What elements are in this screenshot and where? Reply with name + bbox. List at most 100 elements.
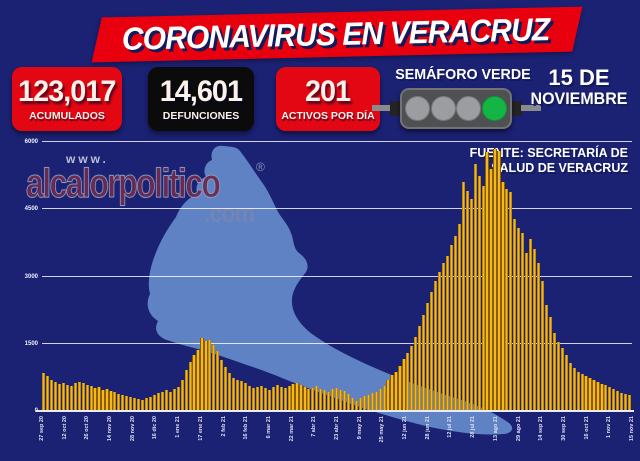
bar [584, 376, 588, 411]
bar [497, 150, 501, 411]
stat-value-activos: 201 [305, 74, 351, 108]
bar [251, 388, 256, 411]
bar [57, 383, 62, 411]
x-tick-label: 2 feb 21 [220, 416, 227, 437]
registered-trademark-icon: ® [256, 160, 265, 174]
x-tick-label: 28 jun 21 [424, 416, 431, 440]
watermark-com: .com [204, 198, 255, 228]
bar [331, 389, 335, 411]
traffic-light-stub-right [511, 101, 522, 116]
bar [354, 400, 358, 411]
bar [564, 354, 568, 411]
bar [315, 386, 319, 411]
bar [42, 372, 46, 411]
bar [172, 389, 176, 411]
bar [338, 389, 343, 411]
x-tick-label: 15 nov 21 [629, 416, 635, 442]
bar [588, 378, 592, 411]
bar [382, 385, 386, 411]
bar [378, 389, 382, 411]
bar [133, 398, 137, 411]
bar [152, 395, 157, 411]
report-date-day: 15 DE [548, 65, 610, 90]
bar [346, 393, 351, 411]
x-tick-label: 1 ene 21 [175, 416, 182, 438]
bar [596, 381, 600, 411]
bar [53, 382, 58, 411]
bar [529, 239, 533, 411]
bar [533, 249, 537, 411]
bar [49, 379, 54, 411]
x-tick-label: 22 mar 21 [288, 416, 295, 442]
bar [291, 383, 295, 411]
bar [540, 280, 545, 411]
watermark-name: alcalorpolitico [26, 160, 222, 207]
bar [449, 245, 454, 411]
bar [81, 383, 85, 411]
x-tick-label: 16 oct 21 [583, 416, 590, 440]
y-tick-label: 3000 [24, 273, 38, 280]
bar [263, 388, 267, 411]
bar [73, 383, 77, 411]
bar [283, 388, 287, 411]
bar [576, 372, 580, 411]
bar [200, 337, 204, 411]
bar [406, 352, 410, 411]
bar [144, 398, 149, 411]
bar [101, 389, 105, 411]
watermark-logo: www. alcalorpolitico ® .com [24, 150, 304, 230]
x-tick-label: 12 oct 20 [61, 416, 68, 440]
bar [295, 382, 299, 411]
traffic-light-bulb-green [481, 96, 507, 121]
bar [311, 387, 315, 411]
chart-plot [42, 141, 632, 411]
bar [65, 385, 69, 411]
bar [176, 386, 180, 411]
bar [437, 272, 442, 411]
bar [267, 389, 271, 411]
bar [319, 388, 323, 411]
bar [69, 386, 73, 411]
bar [572, 368, 576, 411]
bar [604, 385, 608, 411]
x-tick-label: 12 jun 21 [402, 416, 409, 440]
bar [430, 292, 434, 411]
x-tick-label: 26 oct 20 [84, 416, 91, 440]
bar [592, 380, 596, 411]
bar [600, 383, 604, 411]
bar [216, 351, 220, 411]
bar [489, 168, 493, 411]
bar [156, 393, 161, 411]
traffic-light-stub-left [390, 101, 401, 116]
bar [469, 198, 473, 411]
traffic-light-line-left [372, 105, 392, 111]
bar [434, 280, 438, 411]
x-tick-label: 30 sep 21 [560, 416, 567, 441]
bar [93, 387, 97, 411]
bar [287, 385, 291, 411]
bar [184, 369, 188, 411]
bar [303, 387, 307, 411]
bar [299, 385, 303, 411]
bar [129, 397, 133, 411]
y-tick-label: 6000 [24, 139, 38, 145]
traffic-light-line-right [521, 105, 541, 111]
bar [612, 389, 616, 411]
x-tick-label: 7 abr 21 [311, 416, 318, 437]
stat-label-activos: ACTIVOS POR DÍA [281, 109, 375, 122]
bar [362, 396, 366, 411]
bar [140, 399, 145, 411]
bar [239, 381, 244, 411]
bar [117, 393, 121, 411]
bar [414, 337, 418, 411]
bar [568, 362, 572, 411]
bar [164, 390, 168, 411]
bar [113, 392, 117, 411]
source-line1: FUENTE: SECRETARÍA DE [469, 146, 628, 160]
bar [192, 354, 196, 411]
bar [485, 152, 489, 411]
bar [525, 252, 529, 411]
watermark-www: www. [66, 152, 109, 166]
bar [370, 393, 374, 411]
report-date-month: NOVIEMBRE [530, 90, 628, 108]
